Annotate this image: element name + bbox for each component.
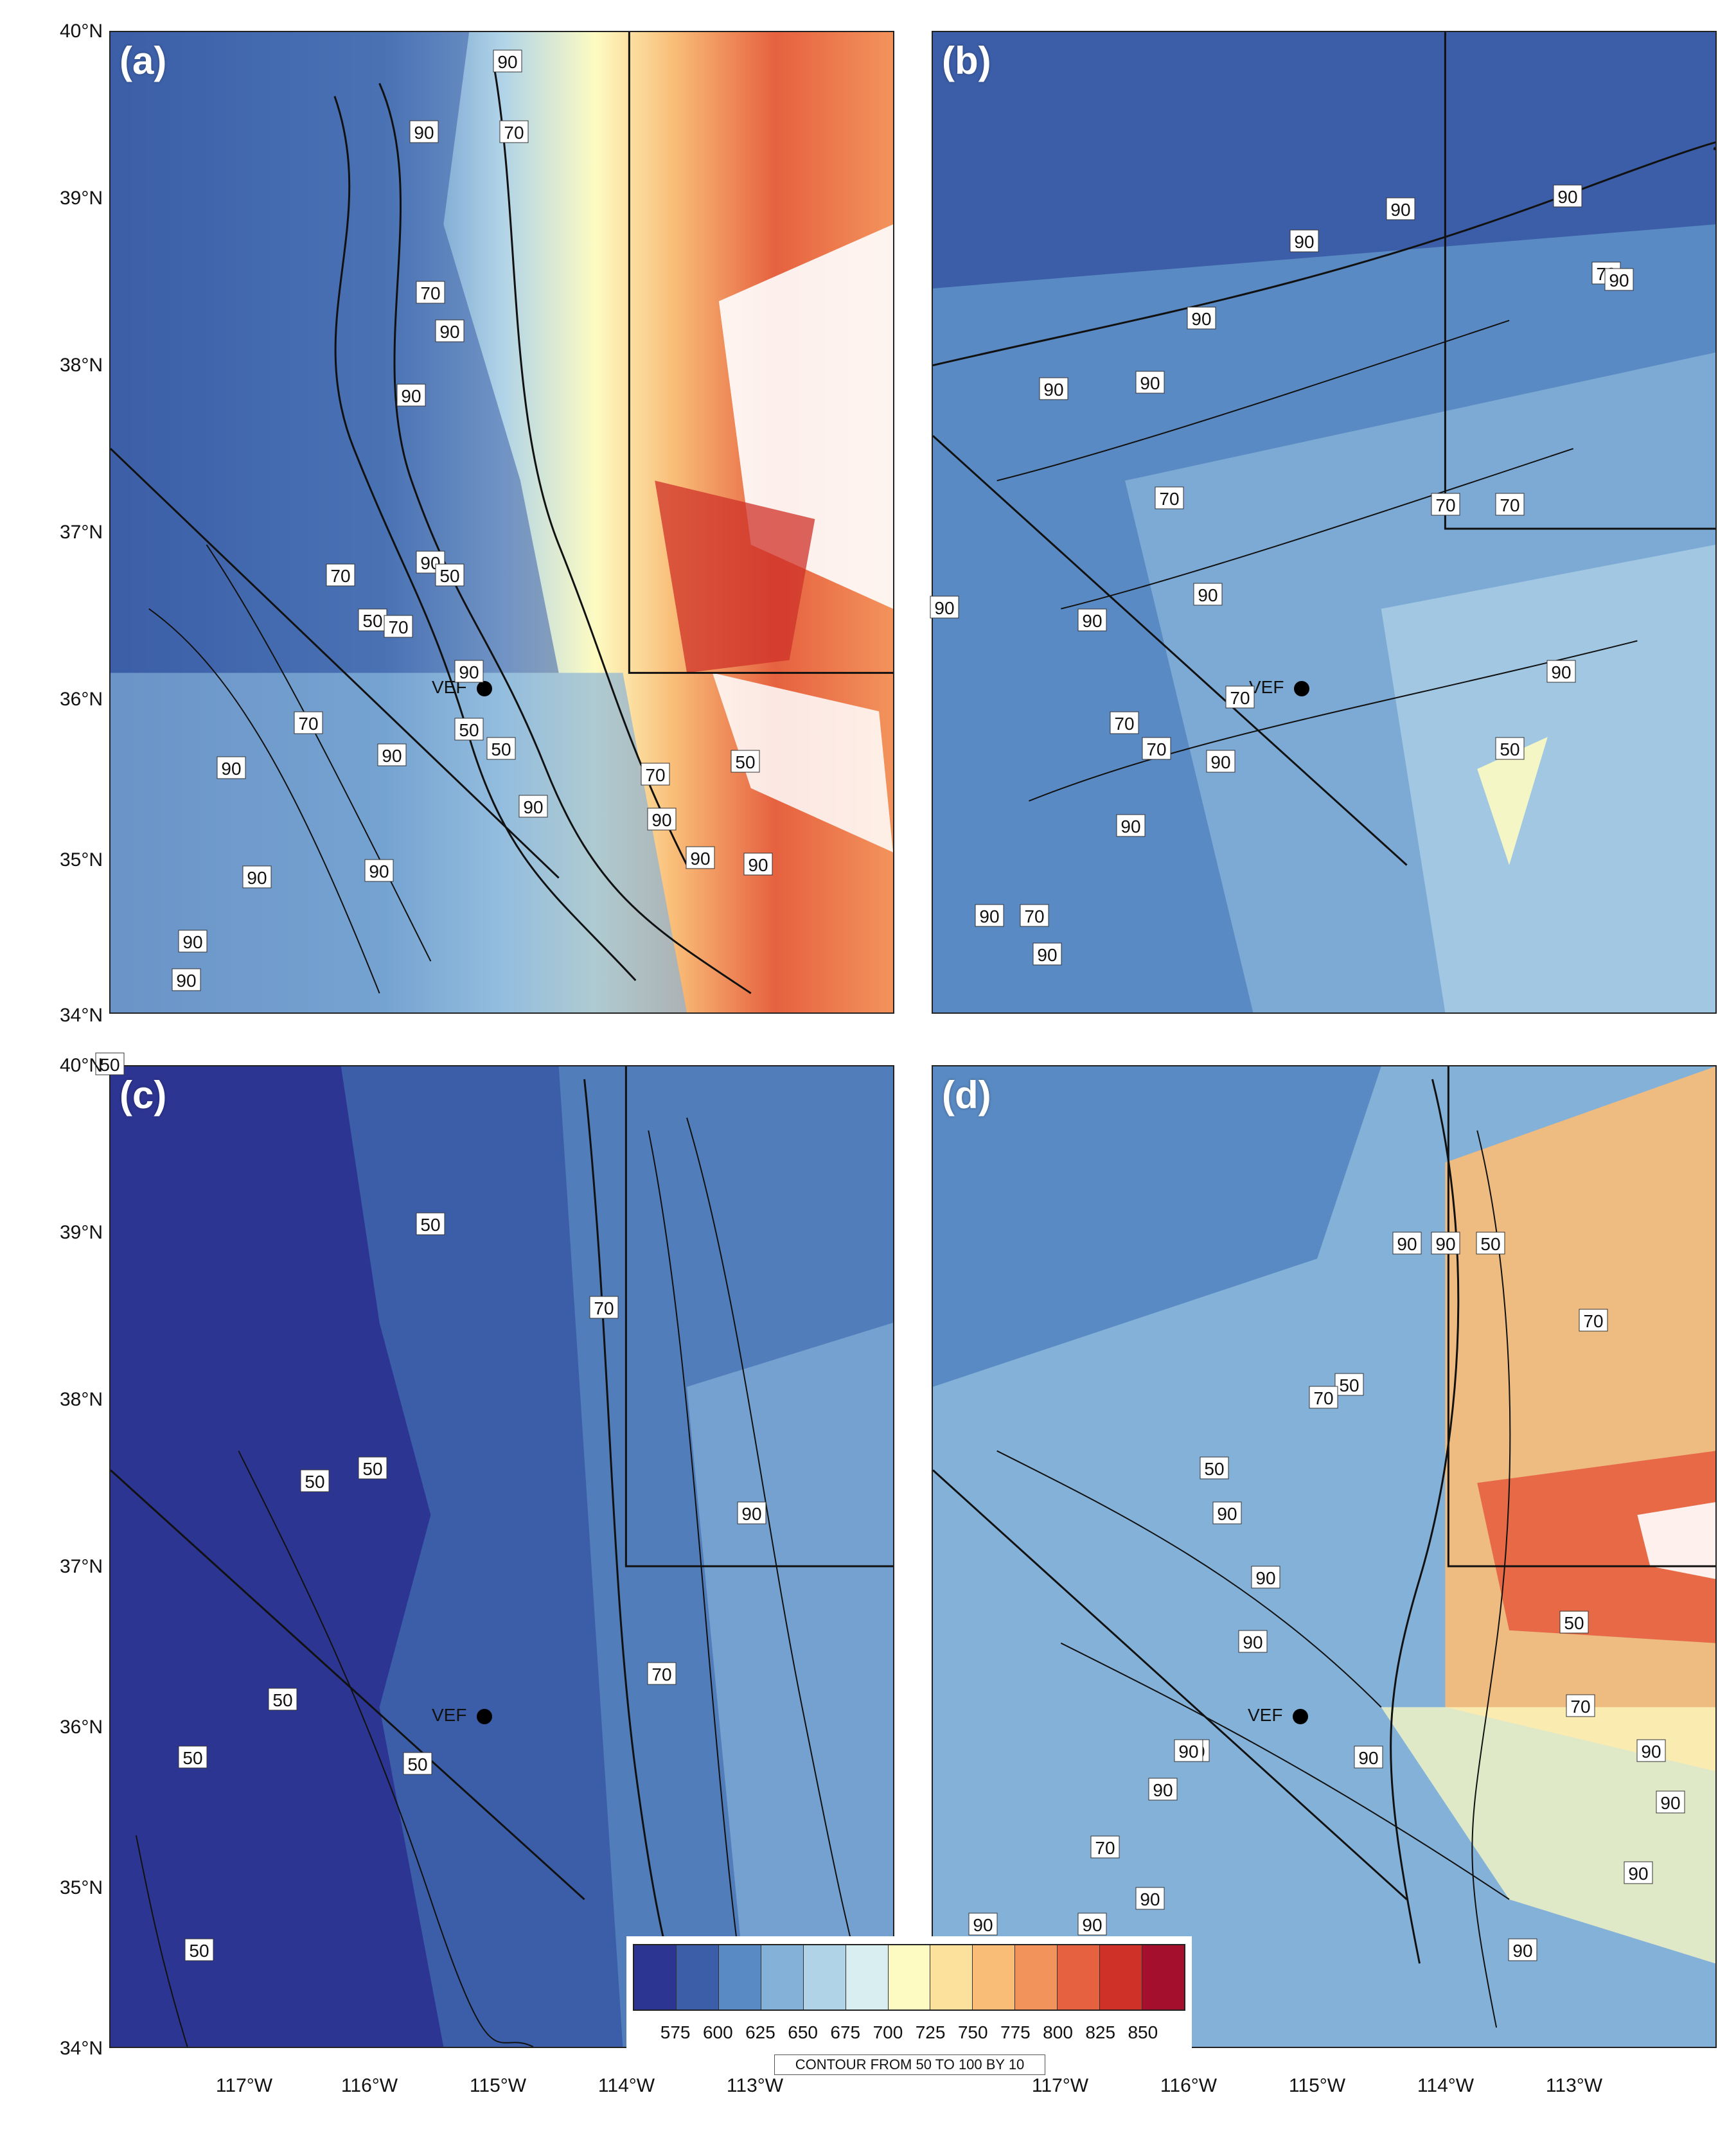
- site-marker-vef: [477, 1709, 492, 1724]
- colorbar-swatch: [973, 1945, 1016, 2010]
- colorbar-value-label: 650: [788, 2022, 818, 2042]
- site-marker-vef: [1293, 1709, 1308, 1724]
- colorbar-swatch: [634, 1945, 677, 2010]
- colorbar-swatch: [1058, 1945, 1101, 2010]
- colorbar-swatch: [846, 1945, 889, 2010]
- lat-label-36n: 36°N: [59, 689, 103, 710]
- lon-label-115w: 115°W: [1288, 2075, 1346, 2096]
- panel-b-map: [933, 32, 1715, 1012]
- colorbar-value-label: 825: [1085, 2022, 1116, 2042]
- panel-a-map: [111, 32, 893, 1012]
- panel-b-label: (b): [942, 39, 991, 82]
- lat-label-40n: 40°N: [59, 1055, 103, 1076]
- colorbar-value-label: 775: [1000, 2022, 1031, 2042]
- colorbar-value-label: 575: [660, 2022, 691, 2042]
- lat-label-37n: 37°N: [59, 522, 103, 543]
- lon-label-117w: 117°W: [215, 2075, 273, 2096]
- colorbar-swatch: [1142, 1945, 1184, 2010]
- lat-label-39n: 39°N: [59, 188, 103, 209]
- colorbar-swatch: [888, 1945, 931, 2010]
- colorbar-value-label: 800: [1043, 2022, 1073, 2042]
- panel-a-label: (a): [120, 39, 167, 82]
- colorbar-value-label: 625: [745, 2022, 775, 2042]
- lat-label-37n: 37°N: [59, 1556, 103, 1577]
- lat-label-40n: 40°N: [59, 21, 103, 42]
- site-marker-vef: [477, 681, 492, 696]
- lat-label-36n: 36°N: [59, 1717, 103, 1738]
- lat-label-34n: 34°N: [59, 1005, 103, 1026]
- lat-label-35n: 35°N: [59, 849, 103, 870]
- site-label-vef: VEF: [432, 1705, 467, 1725]
- colorbar-value-label: 675: [830, 2022, 861, 2042]
- lat-label-39n: 39°N: [59, 1222, 103, 1243]
- panel-c: (c) VEF: [109, 1065, 894, 2048]
- colorbar-value-label: 725: [915, 2022, 946, 2042]
- lon-label-117w: 117°W: [1031, 2075, 1089, 2096]
- colorbar-value-label: 850: [1128, 2022, 1158, 2042]
- site-marker-vef: [1294, 681, 1309, 696]
- colorbar-swatch: [718, 1945, 761, 2010]
- lat-label-35n: 35°N: [59, 1877, 103, 1898]
- lat-label-34n: 34°N: [59, 2038, 103, 2059]
- colorbar-swatch: [1015, 1945, 1058, 2010]
- panel-d: (d) VEF: [932, 1065, 1717, 2048]
- panel-c-label: (c): [120, 1073, 167, 1117]
- colorbar: [633, 1944, 1185, 2011]
- colorbar-swatch: [676, 1945, 719, 2010]
- contour-caption: CONTOUR FROM 50 TO 100 BY 10: [774, 2054, 1045, 2075]
- lon-label-114w: 114°W: [598, 2075, 655, 2096]
- site-label-vef: VEF: [1248, 1705, 1283, 1725]
- lon-label-114w: 114°W: [1417, 2075, 1475, 2096]
- panel-b: (b) VEF: [932, 31, 1717, 1014]
- lon-label-113w: 113°W: [1545, 2075, 1603, 2096]
- colorbar-legend: 575 600 625 650 675 700 725 750 775 800 825 850 CON…: [626, 1936, 1192, 2075]
- panel-d-map: [933, 1066, 1715, 2047]
- colorbar-swatch: [930, 1945, 973, 2010]
- lon-label-116w: 116°W: [1160, 2075, 1218, 2096]
- lon-label-116w: 116°W: [341, 2075, 398, 2096]
- colorbar-swatch: [803, 1945, 846, 2010]
- panel-d-label: (d): [942, 1073, 991, 1117]
- colorbar-value-label: 600: [702, 2022, 733, 2042]
- colorbar-swatch: [1100, 1945, 1143, 2010]
- site-label-vef: VEF: [432, 677, 467, 697]
- panel-c-map: [111, 1066, 893, 2047]
- panel-a: (a) VEF: [109, 31, 894, 1014]
- lon-label-115w: 115°W: [469, 2075, 527, 2096]
- lat-label-38n: 38°N: [59, 355, 103, 376]
- site-label-vef: VEF: [1249, 677, 1284, 697]
- lon-label-113w: 113°W: [726, 2075, 784, 2096]
- colorbar-value-label: 700: [872, 2022, 903, 2042]
- colorbar-value-label: 750: [957, 2022, 988, 2042]
- lat-label-38n: 38°N: [59, 1389, 103, 1410]
- colorbar-swatch: [761, 1945, 804, 2010]
